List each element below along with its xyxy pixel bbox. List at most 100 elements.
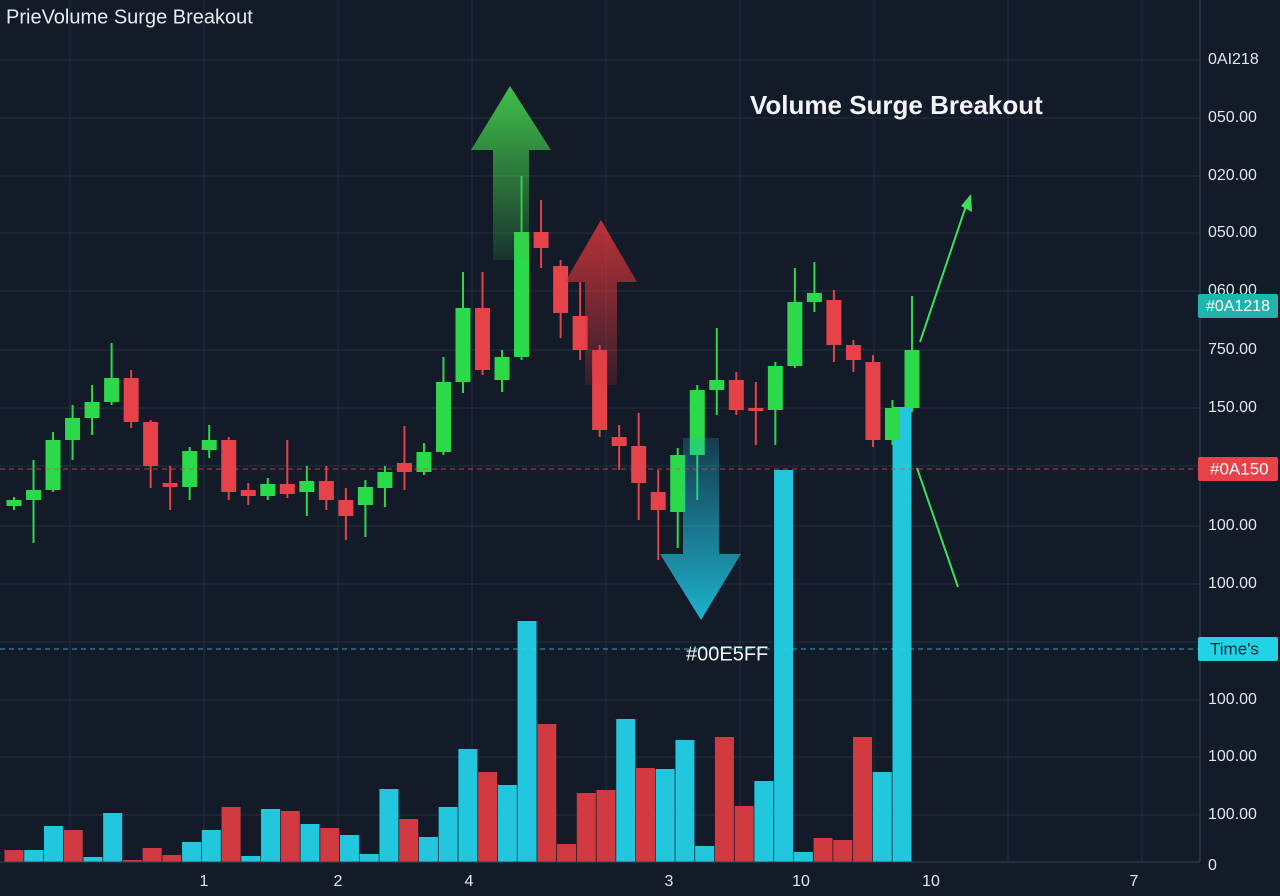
candle-body [279, 484, 295, 494]
x-tick-label: 10 [922, 873, 940, 890]
volume-bar [813, 838, 833, 862]
y-tick-label: 750.00 [1208, 341, 1257, 358]
trend-arrow [919, 199, 969, 343]
price-badge [1198, 294, 1278, 318]
y-tick-label: 0AI218 [1208, 51, 1259, 68]
x-tick-label: 7 [1130, 873, 1139, 890]
volume-bar [300, 824, 320, 862]
down-arrow [660, 438, 741, 620]
volume-bar [261, 809, 281, 862]
candle-body [143, 422, 159, 466]
volume-bar [438, 807, 458, 862]
volume-bar [182, 842, 202, 862]
volume-bar [63, 830, 83, 862]
candle-body [533, 232, 549, 248]
candle-body [318, 481, 334, 500]
candle-body [884, 408, 900, 440]
volume-bar [399, 819, 419, 862]
volume-bar [872, 772, 892, 862]
candle-body [377, 472, 393, 488]
volume-bar [517, 621, 537, 862]
candle-body [104, 378, 120, 402]
trend-arrow [916, 467, 959, 588]
candle-body [475, 308, 491, 370]
volume-bar [537, 724, 557, 862]
annotation: Volume Surge Breakout [750, 90, 1043, 120]
volume-bar [142, 848, 162, 862]
volume-bar [418, 837, 438, 862]
candle-body [845, 345, 861, 360]
volume-bar [43, 826, 63, 862]
price-badge-label: #0A150 [1210, 459, 1269, 478]
candle-body [357, 487, 373, 505]
color-label: #00E5FF [686, 643, 768, 665]
candle-body [299, 481, 315, 492]
candle-body [826, 300, 842, 345]
candle-body [123, 378, 139, 422]
candle-body [338, 500, 354, 516]
candle-body [455, 308, 471, 382]
volume-bar [4, 850, 24, 862]
candle-body [904, 350, 920, 408]
y-tick-label: 100.00 [1208, 691, 1257, 708]
candle-body [396, 463, 412, 472]
volume-bar [201, 830, 221, 862]
overlays: #0A150 Time's #0A1218 1 2 4 3 10 10 7 [0, 294, 1278, 890]
volume-bar [853, 737, 873, 862]
candle-body [728, 380, 744, 410]
volume-bar [379, 789, 399, 862]
x-tick-label: 2 [334, 873, 343, 890]
candle-body [865, 362, 881, 440]
volume-bar [714, 737, 734, 862]
candle-body [611, 437, 627, 446]
candle-body [748, 408, 764, 411]
volume-bar [557, 844, 577, 862]
volume-bar [497, 785, 517, 862]
candle-body [26, 490, 42, 500]
volume-bar [793, 852, 813, 862]
candle-body [45, 440, 61, 490]
vertical-grid [69, 0, 1143, 862]
price-badge [1198, 637, 1278, 661]
price-badge-label: Time's [1210, 639, 1259, 658]
volume-bar [162, 855, 182, 862]
candle-body [201, 440, 217, 450]
price-badge-label: #0A1218 [1206, 298, 1270, 315]
candle-body [260, 484, 276, 496]
candle-body [84, 402, 100, 418]
y-tick-label: 050.00 [1208, 224, 1257, 241]
volume-bar [675, 740, 695, 862]
volume-bar [221, 807, 241, 862]
candle-body [553, 266, 569, 313]
candle-body [162, 483, 178, 487]
candle-body [650, 492, 666, 510]
volume-bar [103, 813, 123, 862]
up-arrow [565, 220, 637, 385]
volume-bar [122, 860, 142, 862]
candle-body [435, 382, 451, 452]
volume-bar [655, 769, 675, 862]
volume-bar [754, 781, 774, 862]
volume-bar [892, 407, 912, 862]
y-tick-label: 150.00 [1208, 399, 1257, 416]
candle-body [767, 366, 783, 410]
volume-bar [320, 828, 340, 862]
volume-bar [339, 835, 359, 862]
y-tick-label: 100.00 [1208, 517, 1257, 534]
candle-body [221, 440, 237, 492]
volume-bar [616, 719, 636, 862]
candle-body [670, 455, 686, 512]
candle-body [6, 500, 22, 506]
price-badge [1198, 457, 1278, 481]
volume-bar [280, 811, 300, 862]
volume-bar [83, 857, 103, 862]
volume-bar [734, 806, 754, 862]
volume-bar [359, 854, 379, 862]
arrow-head [961, 194, 972, 212]
candle-body [494, 357, 510, 380]
y-tick-label: 100.00 [1208, 748, 1257, 765]
x-tick-label: 3 [665, 873, 674, 890]
candle-body [806, 293, 822, 302]
volume-bar [833, 840, 853, 862]
